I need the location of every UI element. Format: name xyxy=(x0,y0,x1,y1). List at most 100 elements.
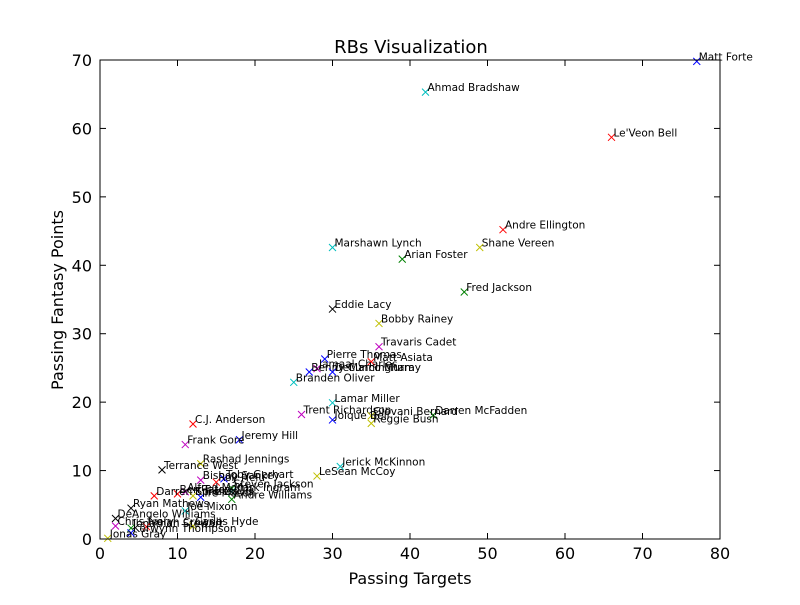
point-label: DeAngelo Williams xyxy=(118,508,216,520)
data-point: Giovani Bernard xyxy=(367,406,458,420)
point-label: Andre Williams xyxy=(234,489,312,501)
point-label: Branden Oliver xyxy=(296,372,375,384)
point-label: Ryan Mathews xyxy=(133,498,209,510)
y-tick-label: 60 xyxy=(72,119,92,138)
y-tick-label: 50 xyxy=(72,188,92,207)
point-label: Roy Helu xyxy=(218,472,265,484)
chart-title: RBs Visualization xyxy=(334,37,488,58)
point-label: Bobby Rainey xyxy=(381,313,453,325)
data-point: Matt Forte xyxy=(692,51,753,66)
point-label: Matt Forte xyxy=(699,51,753,63)
data-point: Andre Ellington xyxy=(499,220,585,234)
point-marker xyxy=(189,420,197,428)
data-point: Jeremy Hill xyxy=(235,430,299,444)
point-label: Le'Veon Bell xyxy=(614,127,678,139)
point-label: DeMarco Murray xyxy=(335,362,421,374)
point-label: Giovani Bernard xyxy=(373,406,458,418)
data-point: Alfred Morris xyxy=(181,482,254,496)
point-marker xyxy=(320,355,329,363)
data-point: Frank Gore xyxy=(181,435,244,449)
point-marker xyxy=(328,305,337,313)
point-label: Jerick McKinnon xyxy=(341,456,425,468)
point-marker xyxy=(297,410,306,419)
point-marker xyxy=(181,507,190,515)
data-point: Ryan Mathews xyxy=(127,498,209,513)
point-label: Marshawn Lynch xyxy=(335,237,422,249)
point-marker xyxy=(313,364,321,373)
y-tick-label: 20 xyxy=(72,393,92,412)
point-marker xyxy=(313,472,321,480)
data-point: Knile Davis xyxy=(189,486,253,500)
data-point: Joique Bell xyxy=(328,410,390,424)
point-marker xyxy=(142,522,151,531)
point-label: Pierre Thomas xyxy=(327,349,402,361)
data-point: Ben Tate xyxy=(173,484,225,498)
point-marker xyxy=(367,411,376,420)
point-label: Jeremy Hill xyxy=(241,430,299,442)
point-label: Eddie Lacy xyxy=(335,299,392,311)
data-point: Mark Ingram xyxy=(227,482,301,496)
point-label: Lamar Miller xyxy=(335,393,401,405)
x-axis-label: Passing Targets xyxy=(348,569,471,588)
data-point: Pierre Thomas xyxy=(320,349,402,363)
data-point: Joe Mixon xyxy=(181,501,238,515)
data-point: Eddie Lacy xyxy=(328,299,392,313)
point-label: Mark Ingram xyxy=(234,482,301,494)
data-point: Bishop Sankey xyxy=(196,470,280,485)
x-tick-label: 30 xyxy=(322,544,342,563)
data-point: Darren McFadden xyxy=(429,405,527,419)
point-label: Travaris Cadet xyxy=(380,337,456,349)
data-point: Isaiah Crowell xyxy=(142,517,222,531)
point-marker xyxy=(227,487,236,496)
data-point: Tre Mason xyxy=(196,487,256,502)
data-point: Travaris Cadet xyxy=(375,337,456,351)
data-point: Kerwynn Thompson xyxy=(127,523,237,537)
point-marker xyxy=(336,462,345,471)
point-label: Darren Sproles xyxy=(156,486,234,498)
data-point: Jonas Gray xyxy=(103,528,166,543)
y-tick-label: 30 xyxy=(72,325,92,344)
point-marker xyxy=(158,466,166,474)
data-point: Marshawn Lynch xyxy=(328,237,422,252)
points-layer: Matt Forte Ahmad Bradshaw Le'Veon Bell Andr… xyxy=(103,51,753,543)
data-point: Reggie Bush xyxy=(367,413,439,428)
ticks-layer: 0 10 20 30 40 50 60 70 80 0 10 20 30 40 50 60 70 xyxy=(72,51,731,563)
point-marker xyxy=(607,133,616,142)
data-point: Toby Gerhart xyxy=(220,469,294,483)
x-tick-label: 20 xyxy=(245,544,265,563)
point-label: Ben Tate xyxy=(180,484,225,496)
point-marker xyxy=(189,492,197,500)
x-tick-label: 80 xyxy=(710,544,730,563)
data-point: Bobby Rainey xyxy=(375,313,453,328)
x-tick-label: 70 xyxy=(632,544,652,563)
point-marker xyxy=(227,495,236,504)
point-label: Frank Gore xyxy=(187,435,244,447)
point-marker xyxy=(367,419,376,428)
y-tick-label: 0 xyxy=(82,530,92,549)
data-point: Carlos Hyde xyxy=(189,516,258,530)
data-point: Lamar Miller xyxy=(328,393,401,407)
point-marker xyxy=(375,319,383,328)
data-point: Andre Williams xyxy=(227,489,312,504)
data-point: Shane Vereen xyxy=(475,237,555,252)
point-label: C.J. Anderson xyxy=(195,414,265,426)
y-tick-label: 70 xyxy=(72,51,92,70)
data-point: C.J. Anderson xyxy=(189,414,265,428)
y-axis-label: Passing Fantasy Points xyxy=(48,210,67,390)
point-label: Darren McFadden xyxy=(435,405,527,417)
data-point: Darren Sproles xyxy=(150,486,234,500)
point-marker xyxy=(150,492,159,500)
point-label: Tre Mason xyxy=(202,487,256,499)
point-label: Shane Vereen xyxy=(482,237,555,249)
point-label: Joe Mixon xyxy=(186,501,237,513)
point-label: Ahmad Bradshaw xyxy=(428,82,521,94)
point-label: Jamaal Charles xyxy=(318,359,397,371)
x-tick-label: 10 xyxy=(167,544,187,563)
data-point: Jamaal Charles xyxy=(313,359,397,373)
point-label: LeSean McCoy xyxy=(319,466,395,478)
point-marker xyxy=(289,378,298,387)
point-marker xyxy=(460,288,469,296)
data-point: Branden Oliver xyxy=(289,372,375,387)
